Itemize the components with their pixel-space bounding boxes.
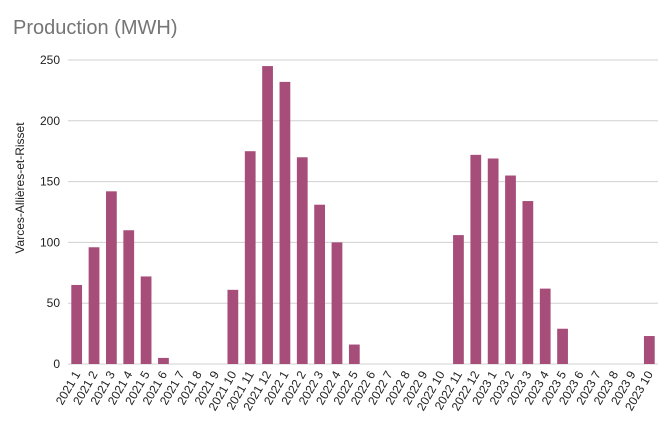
bar: [88, 247, 100, 364]
bar: [158, 357, 169, 364]
bar: [314, 204, 325, 364]
y-tick-label: 250: [40, 53, 60, 67]
bar: [505, 175, 516, 364]
bar: [123, 230, 135, 364]
y-tick-label: 200: [40, 114, 60, 128]
bar: [244, 151, 256, 364]
bar: [279, 81, 291, 364]
bar: [262, 66, 273, 364]
y-tick-label: 0: [53, 357, 60, 371]
bar: [539, 288, 551, 364]
bar: [106, 191, 117, 364]
y-tick-label: 50: [47, 296, 61, 310]
bar: [487, 158, 499, 364]
bar: [227, 289, 239, 364]
bar: [296, 157, 308, 364]
bar: [453, 235, 464, 364]
chart-title: Production (MWH): [13, 17, 178, 39]
bar: [348, 344, 360, 364]
bar: [643, 336, 655, 364]
bar: [522, 201, 534, 364]
y-tick-label: 100: [40, 235, 60, 249]
bar: [331, 242, 343, 364]
bar: [557, 328, 568, 364]
bar: [71, 284, 83, 364]
bar: [470, 154, 482, 364]
y-tick-label: 150: [40, 175, 60, 189]
bar: [140, 276, 152, 364]
